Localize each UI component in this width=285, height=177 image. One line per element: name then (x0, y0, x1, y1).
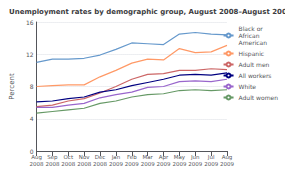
svg-text:Mar: Mar (142, 154, 153, 160)
svg-text:2009: 2009 (141, 161, 155, 167)
svg-text:Jan: Jan (111, 154, 121, 161)
svg-text:2009: 2009 (220, 161, 234, 167)
svg-text:Hispanic: Hispanic (239, 50, 265, 58)
svg-text:Dec: Dec (95, 154, 106, 160)
svg-text:2009: 2009 (157, 161, 171, 167)
svg-text:May: May (173, 154, 186, 161)
svg-text:American: American (239, 39, 268, 46)
svg-text:White: White (239, 83, 257, 90)
svg-text:Feb: Feb (127, 154, 137, 160)
svg-text:8: 8 (30, 83, 34, 90)
svg-text:African: African (239, 32, 260, 39)
svg-text:Jun: Jun (191, 154, 200, 161)
svg-text:2008: 2008 (61, 161, 75, 167)
svg-text:4: 4 (30, 115, 34, 122)
svg-text:Black or: Black or (239, 25, 264, 32)
svg-text:2008: 2008 (45, 161, 59, 167)
svg-text:Jul: Jul (207, 154, 215, 161)
svg-text:12: 12 (26, 51, 34, 58)
svg-text:Apr: Apr (158, 154, 169, 161)
svg-text:All workers: All workers (239, 72, 272, 79)
svg-text:Unemployment rates by demograp: Unemployment rates by demographic group,… (9, 8, 285, 16)
svg-text:2008: 2008 (30, 161, 44, 167)
svg-text:Sep: Sep (47, 154, 58, 161)
svg-text:0: 0 (29, 147, 34, 155)
svg-text:2008: 2008 (77, 161, 91, 167)
svg-text:16: 16 (26, 19, 34, 26)
svg-text:Oct: Oct (64, 154, 74, 160)
svg-text:Aug: Aug (31, 154, 42, 161)
svg-text:2009: 2009 (125, 161, 139, 167)
svg-text:2009: 2009 (204, 161, 218, 167)
svg-text:Adult men: Adult men (239, 61, 270, 68)
svg-text:2009: 2009 (188, 161, 202, 167)
svg-text:Nov: Nov (79, 154, 90, 160)
svg-text:2009: 2009 (172, 161, 186, 167)
svg-text:2009: 2009 (109, 161, 123, 167)
svg-text:Percent: Percent (8, 73, 16, 100)
svg-text:2008: 2008 (93, 161, 107, 167)
svg-text:Adult women: Adult women (239, 94, 279, 101)
svg-text:Aug: Aug (221, 154, 233, 161)
